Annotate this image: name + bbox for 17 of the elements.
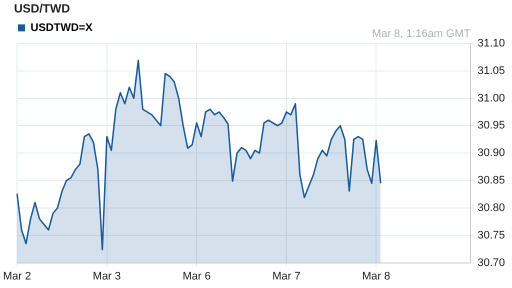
y-tick-label: 30.80 [477, 202, 506, 214]
y-tick-label: 31.00 [477, 92, 506, 104]
y-tick-label: 30.70 [477, 256, 506, 269]
x-tick-label: Mar 3 [92, 270, 121, 282]
x-tick-label: Mar 2 [2, 270, 32, 282]
x-tick-label: Mar 6 [182, 270, 211, 282]
y-tick-label: 30.75 [477, 229, 506, 242]
text: Mar 8, 1:16am GMT [372, 28, 471, 40]
legend-label: USDTWD=X [30, 22, 94, 34]
y-tick-label: 31.10 [477, 37, 506, 50]
y-tick-label: 31.05 [477, 64, 506, 77]
y-tick-label: 30.90 [477, 147, 506, 160]
y-tick-label: 30.85 [477, 174, 506, 187]
y-tick-label: 30.95 [477, 120, 506, 132]
x-tick-label: Mar 7 [272, 270, 300, 282]
chart-title: USD/TWD [14, 2, 70, 16]
x-tick-label: Mar 8 [362, 270, 390, 282]
